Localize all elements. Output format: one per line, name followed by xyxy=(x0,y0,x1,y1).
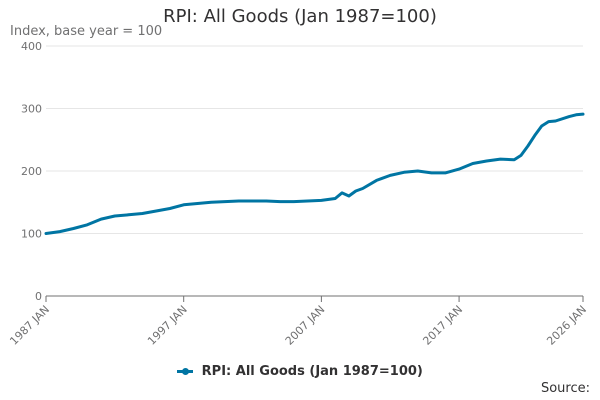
x-tick-label: 2017 JAN xyxy=(420,303,465,348)
legend[interactable]: RPI: All Goods (Jan 1987=100) xyxy=(0,364,600,379)
gridlines xyxy=(46,45,583,297)
series-layer xyxy=(44,112,585,235)
y-axis-label: Index, base year = 100 xyxy=(10,24,163,39)
series-line[interactable] xyxy=(44,112,585,235)
x-tick-label: 1997 JAN xyxy=(145,303,190,348)
y-tick-label: 200 xyxy=(21,165,42,178)
legend-marker-icon xyxy=(177,368,194,375)
chart-title: RPI: All Goods (Jan 1987=100) xyxy=(163,6,437,27)
y-tick-label: 400 xyxy=(21,40,42,53)
x-tick-label: 2007 JAN xyxy=(283,303,328,348)
y-tick-label: 300 xyxy=(21,103,42,116)
source-label: Source: xyxy=(540,381,590,396)
y-tick-labels: 0 100 200 300 400 xyxy=(21,40,42,303)
x-ticks: 1987 JAN 1997 JAN 2007 JAN 2017 JAN 2026 JAN xyxy=(7,296,589,348)
y-tick-label: 0 xyxy=(35,290,42,303)
y-tick-label: 100 xyxy=(21,228,42,241)
x-tick-label: 2026 JAN xyxy=(544,303,589,348)
legend-label: RPI: All Goods (Jan 1987=100) xyxy=(201,364,423,379)
x-tick-label: 1987 JAN xyxy=(7,303,52,348)
